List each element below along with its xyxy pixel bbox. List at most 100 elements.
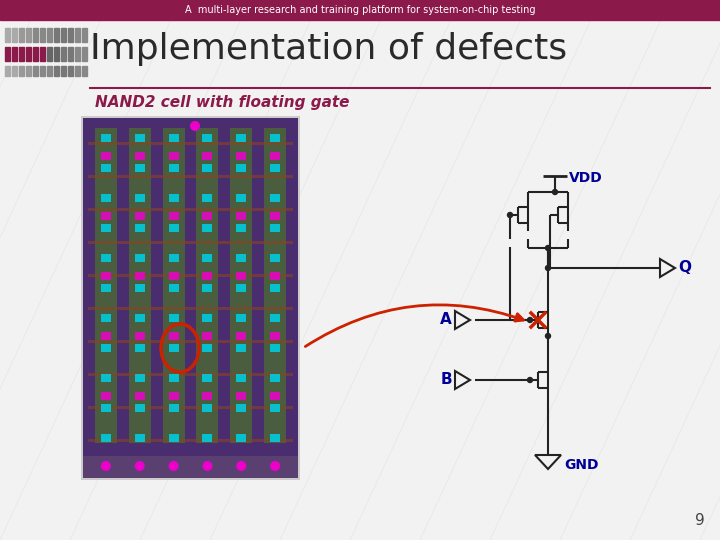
- Bar: [163, 128, 184, 443]
- Text: GND: GND: [564, 458, 598, 472]
- Bar: [270, 224, 280, 232]
- Bar: [61, 28, 66, 42]
- Circle shape: [546, 246, 551, 251]
- Bar: [33, 28, 38, 42]
- Bar: [236, 434, 246, 442]
- Bar: [101, 272, 111, 280]
- Bar: [270, 284, 280, 292]
- Bar: [236, 134, 246, 142]
- Bar: [12, 28, 17, 42]
- Bar: [101, 134, 111, 142]
- Bar: [168, 134, 179, 142]
- Bar: [135, 134, 145, 142]
- Bar: [40, 66, 45, 76]
- Bar: [88, 240, 293, 244]
- Bar: [75, 47, 80, 61]
- Bar: [12, 66, 17, 76]
- Bar: [236, 284, 246, 292]
- Bar: [135, 224, 145, 232]
- Bar: [88, 307, 293, 309]
- Bar: [33, 47, 38, 61]
- Bar: [40, 47, 45, 61]
- Bar: [202, 164, 212, 172]
- Bar: [88, 174, 293, 178]
- Bar: [101, 374, 111, 382]
- Circle shape: [101, 461, 111, 471]
- Bar: [101, 332, 111, 340]
- Bar: [236, 332, 246, 340]
- Bar: [47, 28, 52, 42]
- Bar: [5, 66, 10, 76]
- Bar: [83, 456, 298, 478]
- Bar: [202, 344, 212, 352]
- Circle shape: [546, 334, 551, 339]
- Bar: [168, 164, 179, 172]
- Bar: [202, 284, 212, 292]
- Bar: [168, 152, 179, 160]
- Bar: [19, 66, 24, 76]
- Bar: [135, 374, 145, 382]
- Bar: [54, 47, 59, 61]
- Bar: [101, 284, 111, 292]
- Bar: [101, 164, 111, 172]
- Bar: [168, 212, 179, 220]
- Bar: [88, 273, 293, 276]
- Bar: [168, 194, 179, 202]
- Bar: [168, 254, 179, 262]
- Bar: [270, 434, 280, 442]
- Bar: [168, 314, 179, 322]
- Circle shape: [190, 121, 200, 131]
- Text: A  multi-layer research and training platform for system-on-chip testing: A multi-layer research and training plat…: [185, 5, 535, 15]
- Bar: [88, 406, 293, 408]
- Bar: [101, 152, 111, 160]
- Bar: [236, 164, 246, 172]
- Bar: [236, 224, 246, 232]
- Text: Implementation of defects: Implementation of defects: [90, 32, 567, 66]
- Bar: [19, 28, 24, 42]
- Bar: [5, 28, 10, 42]
- Bar: [168, 344, 179, 352]
- Text: NAND2 cell with floating gate: NAND2 cell with floating gate: [95, 95, 349, 110]
- Circle shape: [546, 266, 551, 271]
- Bar: [101, 224, 111, 232]
- Bar: [47, 66, 52, 76]
- Bar: [135, 254, 145, 262]
- Circle shape: [552, 190, 557, 194]
- Bar: [135, 152, 145, 160]
- Bar: [101, 254, 111, 262]
- Text: Q: Q: [678, 260, 691, 275]
- Bar: [33, 66, 38, 76]
- Bar: [168, 332, 179, 340]
- Circle shape: [168, 461, 179, 471]
- Bar: [202, 194, 212, 202]
- Circle shape: [135, 461, 145, 471]
- Bar: [135, 344, 145, 352]
- Bar: [75, 28, 80, 42]
- Bar: [236, 212, 246, 220]
- Text: VDD: VDD: [569, 171, 603, 185]
- Bar: [19, 47, 24, 61]
- Bar: [135, 434, 145, 442]
- Bar: [230, 128, 252, 443]
- Bar: [202, 254, 212, 262]
- Bar: [135, 194, 145, 202]
- Bar: [236, 404, 246, 412]
- Bar: [236, 254, 246, 262]
- Bar: [40, 28, 45, 42]
- Bar: [101, 344, 111, 352]
- Circle shape: [202, 461, 212, 471]
- Bar: [88, 141, 293, 145]
- Bar: [68, 66, 73, 76]
- Bar: [202, 152, 212, 160]
- Bar: [101, 434, 111, 442]
- Text: 9: 9: [696, 513, 705, 528]
- Bar: [101, 314, 111, 322]
- Bar: [270, 392, 280, 400]
- Bar: [270, 254, 280, 262]
- Bar: [95, 128, 117, 443]
- Bar: [88, 373, 293, 375]
- Bar: [68, 47, 73, 61]
- Bar: [26, 28, 31, 42]
- Bar: [168, 374, 179, 382]
- Bar: [270, 344, 280, 352]
